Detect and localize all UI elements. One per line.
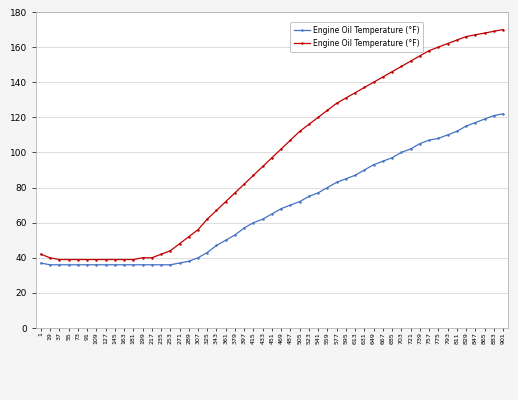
Engine Oil Temperature (°F)	[500, 112, 506, 116]
Engine Oil Temperature (°F)	[195, 255, 201, 260]
Engine Oil Temperature (°F)	[195, 227, 201, 232]
Engine Oil Temperature (°F)	[38, 261, 44, 266]
Engine Oil Temperature (°F)	[47, 262, 53, 267]
Engine Oil Temperature (°F)	[38, 252, 44, 257]
Engine Oil Temperature (°F)	[352, 90, 358, 95]
Line: Engine Oil Temperature (°F): Engine Oil Temperature (°F)	[40, 28, 504, 261]
Engine Oil Temperature (°F)	[380, 74, 386, 79]
Engine Oil Temperature (°F)	[56, 257, 63, 262]
Engine Oil Temperature (°F)	[185, 259, 192, 264]
Engine Oil Temperature (°F)	[149, 255, 155, 260]
Engine Oil Temperature (°F)	[491, 113, 497, 118]
Engine Oil Temperature (°F)	[500, 27, 506, 32]
Legend: Engine Oil Temperature (°F), Engine Oil Temperature (°F): Engine Oil Temperature (°F), Engine Oil …	[291, 22, 423, 52]
Engine Oil Temperature (°F)	[352, 173, 358, 178]
Engine Oil Temperature (°F)	[380, 159, 386, 164]
Line: Engine Oil Temperature (°F): Engine Oil Temperature (°F)	[40, 112, 504, 266]
Engine Oil Temperature (°F)	[491, 29, 497, 34]
Engine Oil Temperature (°F)	[185, 234, 192, 239]
Engine Oil Temperature (°F)	[149, 262, 155, 267]
